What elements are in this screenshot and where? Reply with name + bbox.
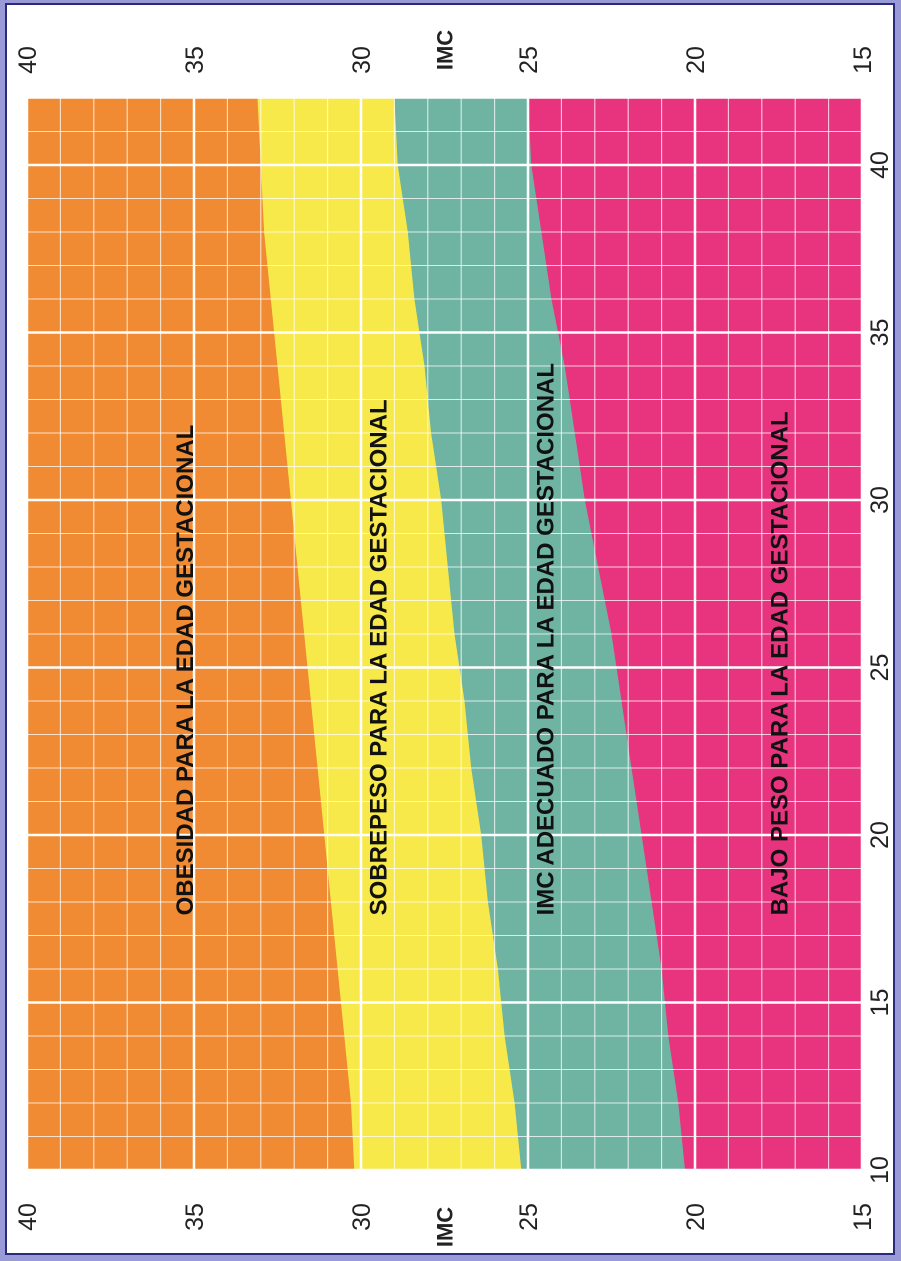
imc-tick-label-bottom: 20	[682, 1203, 710, 1231]
imc-tick-label-top: 25	[515, 46, 543, 74]
imc-tick-label-bottom: 30	[348, 1203, 376, 1231]
chart-frame: 15 15 20 20 25 25 30 30 35 35 40 40 10 15 20 25 30 35 40 IM…	[5, 3, 895, 1255]
imc-tick-label-bottom: 25	[515, 1203, 543, 1231]
imc-tick-label-top: 30	[348, 46, 376, 74]
imc-axis-label-bottom: IMC	[433, 1207, 458, 1247]
zone-label: IMC ADECUADO PARA LA EDAD GESTACIONAL	[533, 363, 560, 915]
zone-label: OBESIDAD PARA LA EDAD GESTACIONAL	[172, 425, 199, 916]
imc-axis-label-top: IMC	[433, 30, 458, 70]
plot-border	[26, 97, 863, 1171]
imc-chart: 15 15 20 20 25 25 30 30 35 35 40 40 10 15 20 25 30 35 40 IM…	[14, 30, 893, 1247]
week-tick-label: 25	[866, 654, 893, 682]
week-tick-label: 10	[866, 1156, 893, 1184]
week-tick-label: 35	[866, 319, 893, 347]
zone-label: SOBREPESO PARA LA EDAD GESTACIONAL	[366, 399, 393, 915]
week-tick-label: 30	[866, 486, 893, 514]
week-tick-label: 40	[866, 151, 893, 179]
imc-tick-label-top: 40	[14, 46, 42, 74]
zone-label: BAJO PESO PARA LA EDAD GESTACIONAL	[767, 411, 794, 915]
imc-tick-label-top: 15	[849, 46, 877, 74]
imc-tick-label-bottom: 35	[181, 1203, 209, 1231]
imc-tick-label-bottom: 40	[14, 1203, 42, 1231]
imc-tick-label-top: 35	[181, 46, 209, 74]
imc-tick-label-top: 20	[682, 46, 710, 74]
imc-tick-label-bottom: 15	[849, 1203, 877, 1231]
week-tick-label: 15	[866, 989, 893, 1017]
week-tick-label: 20	[866, 821, 893, 849]
